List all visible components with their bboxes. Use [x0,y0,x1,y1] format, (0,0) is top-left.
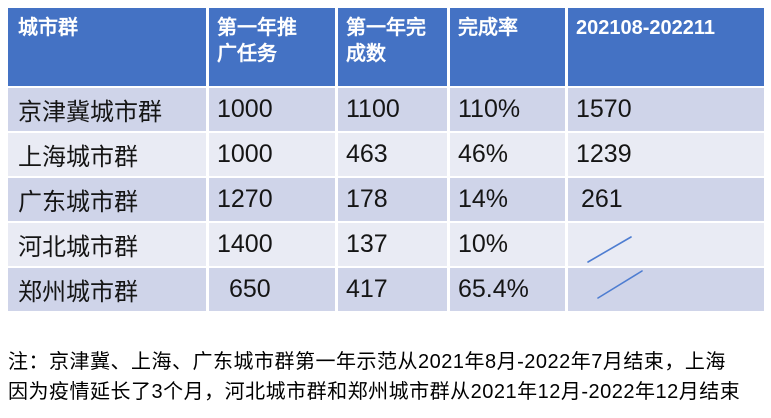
table-cell-task: 1000 [209,88,335,131]
city-cluster-table: 城市群 第一年推 广任务 第一年完 成数 完成率 202108-202211 京… [8,8,764,311]
table-cell-period: 1570 [568,88,764,131]
footnote: 注：京津冀、上海、广东城市群第一年示范从2021年8月-2022年7月结束，上海… [8,347,766,407]
col-header-year1-done: 第一年完 成数 [338,8,447,86]
table-cell-name: 河北城市群 [8,223,206,266]
table-cell-name: 上海城市群 [8,133,206,176]
col-header-city-cluster: 城市群 [8,8,206,86]
table-cell-period: 261 [568,178,764,221]
table-cell-name: 广东城市群 [8,178,206,221]
table-cell-name: 京津冀城市群 [8,88,206,131]
table-cell-period: 1239 [568,133,764,176]
table-cell-period-empty [568,223,764,266]
table-cell-rate: 10% [450,223,565,266]
footnote-line2: 因为疫情延长了3个月，河北城市群和郑州城市群从2021年12月-2022年12月… [8,381,741,403]
table-cell-name: 郑州城市群 [8,268,206,311]
table-cell-period-empty [568,268,764,311]
table-cell-rate: 14% [450,178,565,221]
footnote-line1: 注：京津冀、上海、广东城市群第一年示范从2021年8月-2022年7月结束，上海 [8,351,726,373]
table-cell-rate: 110% [450,88,565,131]
table-cell-done: 463 [338,133,447,176]
table-cell-task: 1400 [209,223,335,266]
table-cell-rate: 46% [450,133,565,176]
slash-icon [587,236,632,263]
col-header-year1-task: 第一年推 广任务 [209,8,335,86]
col-header-period: 202108-202211 [568,8,764,86]
table-cell-task: 1270 [209,178,335,221]
table-cell-done: 417 [338,268,447,311]
table-cell-done: 178 [338,178,447,221]
col-header-completion-rate: 完成率 [450,8,565,86]
slash-icon [597,270,643,299]
table-cell-task: 1000 [209,133,335,176]
table-cell-rate: 65.4% [450,268,565,311]
table-cell-done: 137 [338,223,447,266]
table-cell-done: 1100 [338,88,447,131]
table-cell-task: 650 [209,268,335,311]
